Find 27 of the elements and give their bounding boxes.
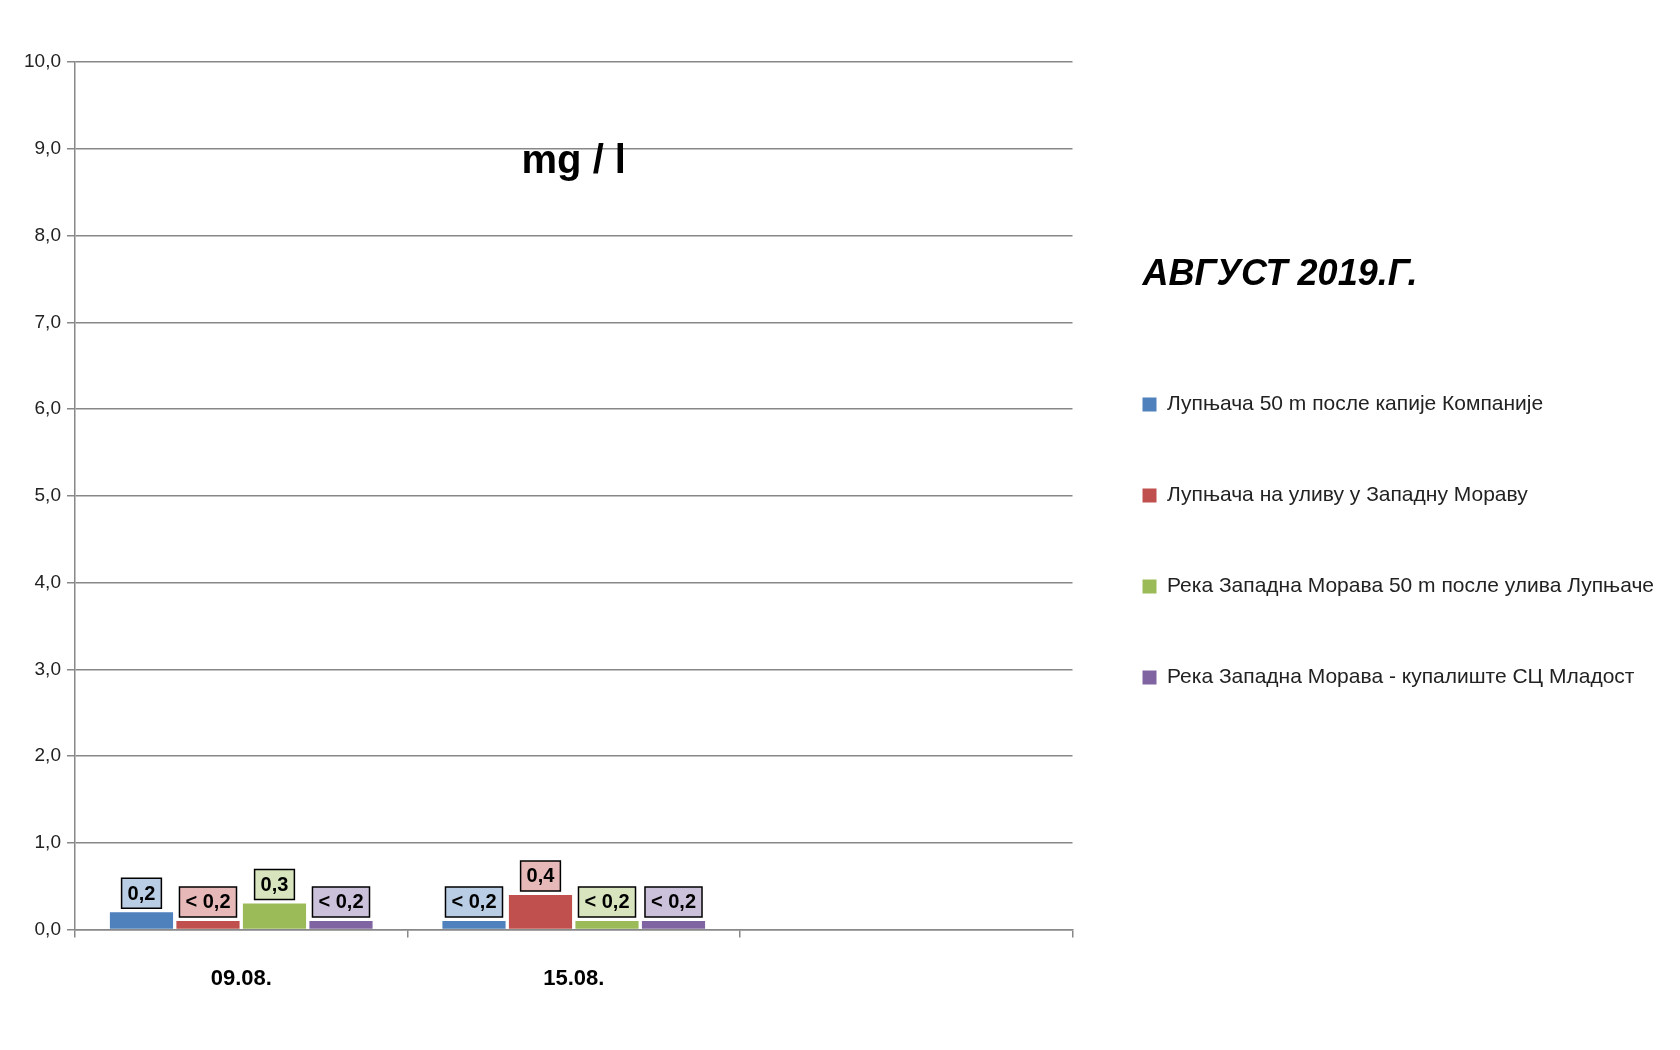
y-tick-label: 0,0 [34,917,61,939]
legend-label: Лупњача на уливу у Западну Мораву [1167,482,1529,506]
x-tick-label: 09.08. [210,964,272,990]
y-tick-label: 7,0 [34,310,61,332]
y-tick-label: 9,0 [34,136,61,158]
data-label: < 0,2 [451,890,497,913]
data-label: < 0,2 [584,890,630,913]
data-label: < 0,2 [185,890,231,913]
y-tick-label: 10,0 [24,50,61,72]
y-tick-label: 6,0 [34,397,61,419]
y-tick-label: 4,0 [34,570,61,592]
data-label: 0,2 [127,881,156,904]
y-tick-label: 5,0 [34,484,61,506]
text: mg / l [521,137,626,182]
y-tick-label: 8,0 [34,223,61,245]
x-tick-label: 15.08. [543,964,605,990]
legend-label: Река Западна Морава - купалиште СЦ Младост [1167,664,1635,688]
y-tick-label: 2,0 [34,744,61,766]
data-label: < 0,2 [650,890,697,913]
legend-label: Лупњача 50 m после капије Компаније [1167,391,1544,415]
y-tick-label: 3,0 [34,657,61,679]
data-label: 0,4 [526,864,556,887]
y-tick-label: 1,0 [34,831,61,853]
legend-label: Река Западна Морава 50 m после улива Лупњаче [1167,573,1655,597]
text: АВГУСТ 2019.Г. [1141,251,1418,293]
data-label: < 0,2 [318,890,364,913]
data-label: 0,3 [260,873,289,896]
